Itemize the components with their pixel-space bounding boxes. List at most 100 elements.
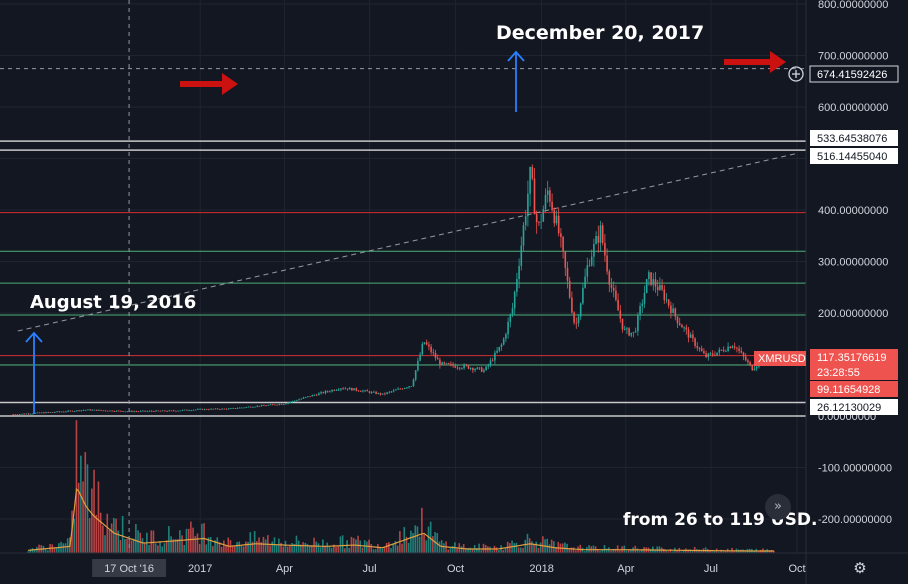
candle-body (67, 410, 69, 412)
plus-circle-icon[interactable] (788, 66, 804, 82)
candle-body (575, 322, 578, 324)
volume-bar (282, 546, 285, 553)
arrow-up-december-icon (507, 50, 525, 112)
candle-body (201, 408, 204, 410)
candle-body (683, 327, 685, 329)
volume-bar (80, 455, 82, 553)
candle-body (335, 389, 338, 391)
gear-icon[interactable]: ⚙ (853, 559, 867, 577)
volume-bar (289, 544, 291, 553)
volume-bar (718, 551, 720, 553)
candle-body (370, 391, 373, 393)
candle-body (681, 324, 683, 328)
volume-bar (295, 535, 298, 553)
crosshair-time-label: 17 Oct '16 (104, 563, 154, 575)
price-tags: 674.41592426 533.64538076 516.14455040 117.… (809, 65, 899, 415)
candle-body (144, 410, 146, 412)
price-tag-label: 99.11654928 (817, 384, 880, 396)
candle-body (703, 351, 705, 354)
candle-body (419, 354, 421, 361)
candle-body (628, 328, 630, 336)
candle-body (456, 367, 459, 369)
candle-body (194, 409, 197, 411)
candle-body (236, 408, 239, 409)
candle-body (271, 404, 274, 406)
candle-body (172, 410, 175, 412)
volume-bar (469, 547, 472, 553)
volume-bar (55, 547, 58, 553)
volume-bar (302, 542, 304, 553)
trend-line-group[interactable] (17, 152, 798, 332)
candle-body (368, 391, 371, 393)
annotation-december: December 20, 2017 (496, 22, 704, 44)
candle-body (65, 411, 67, 413)
candle-body (161, 410, 164, 412)
double-chevron-right-icon[interactable]: » (765, 494, 791, 520)
candle-body (14, 414, 17, 416)
candle-body (538, 222, 540, 223)
volume-bar (447, 549, 450, 553)
time-tick-label: Apr (276, 563, 293, 575)
candle-body (91, 409, 94, 411)
horizontal-levels[interactable] (0, 140, 806, 417)
volume-bar (192, 527, 194, 553)
time-tick-label: Jul (704, 563, 718, 575)
volume-bar (498, 550, 500, 553)
volume-bar (636, 548, 639, 553)
volume-bar (275, 545, 278, 553)
candle-body (634, 331, 637, 333)
candle-body (720, 349, 723, 351)
candle-body (342, 388, 344, 390)
volume-bar (638, 550, 641, 553)
candle-body (639, 306, 641, 315)
candle-body (36, 412, 39, 414)
candle-body (164, 410, 166, 412)
volume-bar (324, 545, 326, 553)
candle-body (326, 391, 329, 392)
candle-body (463, 364, 465, 369)
candle-body (577, 316, 580, 324)
volume-bar (319, 547, 322, 553)
volume-bar (355, 539, 357, 553)
volume-bar (194, 536, 197, 553)
volume-bar (773, 550, 775, 553)
candle-body (733, 346, 736, 348)
volume-bar (535, 541, 538, 553)
candle-body (166, 411, 168, 412)
candle-body (113, 411, 116, 412)
time-axis[interactable]: 2017 Apr Jul Oct 2018 Apr Jul Oct 17 Oct '16 (92, 559, 806, 577)
volume-bar (663, 548, 665, 553)
candle-body (425, 342, 428, 345)
candle-body (410, 386, 413, 387)
time-tick-label: Oct (788, 563, 805, 575)
candle-body (170, 410, 173, 412)
candle-body (208, 409, 210, 411)
candle-body (153, 411, 155, 412)
candle-body (700, 348, 703, 352)
candle-body (29, 413, 32, 415)
candle-body (150, 410, 153, 412)
volume-bar (669, 548, 672, 553)
volume-bar (381, 548, 384, 553)
candle-body (535, 214, 538, 223)
candle-body (58, 411, 61, 413)
volume-bar (491, 550, 494, 553)
volume-bar (388, 542, 390, 553)
volume-bar (29, 549, 32, 553)
candle-body (498, 346, 501, 351)
volume-bar (326, 542, 329, 553)
candle-body (436, 358, 439, 360)
candle-body (179, 410, 182, 412)
volume-bar (341, 535, 344, 553)
candle-body (168, 410, 171, 412)
candle-body (747, 360, 749, 363)
candle-body (95, 409, 98, 411)
volume-bar (172, 539, 175, 553)
volume-bar (524, 539, 527, 553)
volume-bar (533, 544, 535, 553)
candle-body (267, 404, 270, 406)
candle-body (190, 410, 193, 412)
volume-bar (119, 540, 122, 553)
price-tag-label: 674.41592426 (817, 69, 887, 81)
